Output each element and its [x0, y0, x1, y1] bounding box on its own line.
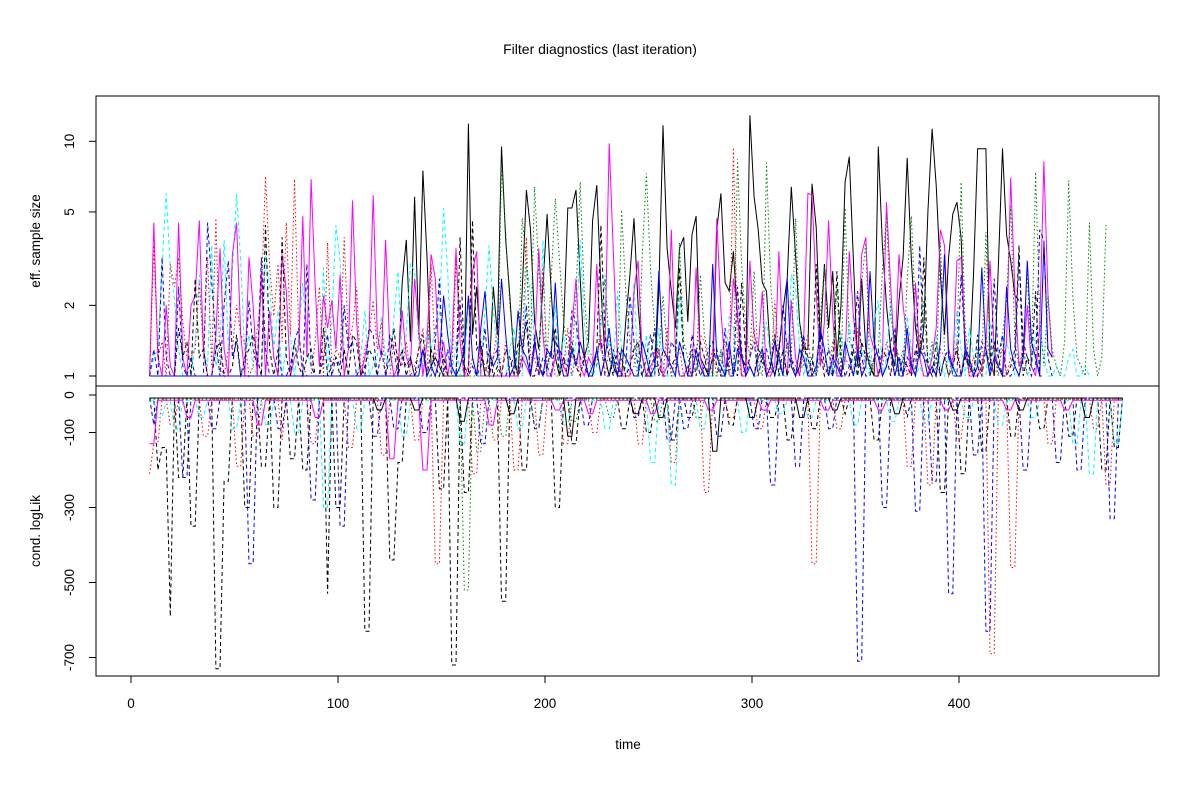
- chart-title: Filter diagnostics (last iteration): [503, 41, 697, 57]
- x-tick-label: 400: [948, 696, 971, 711]
- loglik-y-axis-title: cond. logLik: [28, 495, 43, 567]
- ess-y-axis-title: eff. sample size: [28, 194, 43, 288]
- x-tick-label: 300: [741, 696, 764, 711]
- ess-panel: 1 2 5 10 eff. sample size: [28, 95, 1160, 387]
- ess-series-line-6: [149, 159, 1107, 378]
- ess-y-tick-label: 2: [62, 302, 77, 310]
- loglik-y-tick-label: -700: [62, 644, 77, 671]
- ess-y-tick-label: 10: [62, 134, 77, 149]
- loglik-y-tick-label: -500: [62, 569, 77, 596]
- x-tick-label: 200: [534, 696, 557, 711]
- loglik-series-group: [149, 397, 1123, 670]
- x-tick-label: 100: [327, 696, 350, 711]
- loglik-panel: 0 -100 -300 -500 -700 cond. logLik: [28, 385, 1160, 677]
- ess-y-axis: 1 2 5 10: [62, 134, 97, 380]
- ess-series-group: [149, 115, 1107, 378]
- loglik-series-line-3: [149, 397, 1123, 662]
- loglik-y-tick-label: 0: [62, 391, 77, 399]
- loglik-y-tick-label: -300: [62, 494, 77, 521]
- loglik-series-line-0: [149, 397, 1123, 670]
- ess-series-line-2: [149, 143, 1053, 378]
- x-tick-label: 0: [127, 696, 135, 711]
- ess-y-tick-label: 5: [62, 208, 77, 216]
- loglik-y-axis: 0 -100 -300 -500 -700: [62, 391, 97, 671]
- ess-y-tick-label: 1: [62, 372, 77, 380]
- x-axis-title: time: [615, 737, 641, 752]
- loglik-y-tick-label: -100: [62, 419, 77, 446]
- ess-series-line-7: [149, 242, 1053, 378]
- x-axis: 0 100 200 300 400: [127, 675, 971, 711]
- loglik-series-line-6: [149, 397, 1123, 452]
